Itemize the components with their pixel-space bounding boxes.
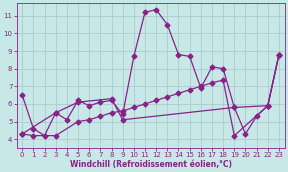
X-axis label: Windchill (Refroidissement éolien,°C): Windchill (Refroidissement éolien,°C)	[70, 159, 232, 169]
